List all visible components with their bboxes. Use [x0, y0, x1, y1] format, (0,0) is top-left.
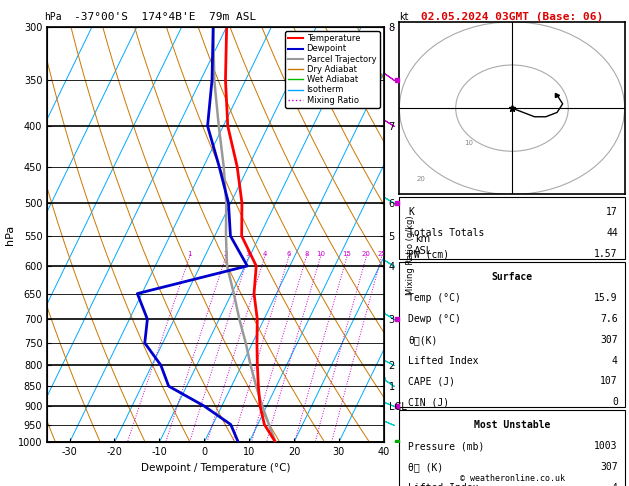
Text: 25: 25	[377, 251, 386, 257]
Text: 20: 20	[362, 251, 370, 257]
Text: Dewp (°C): Dewp (°C)	[408, 314, 461, 324]
Text: 20: 20	[416, 176, 425, 182]
Text: hPa: hPa	[44, 12, 62, 22]
Text: CIN (J): CIN (J)	[408, 397, 450, 407]
Text: 3: 3	[246, 251, 250, 257]
Bar	[399, 410, 625, 486]
Text: 17: 17	[606, 208, 618, 217]
Bar	[399, 197, 625, 260]
Text: 0: 0	[612, 397, 618, 407]
Text: 2: 2	[223, 251, 228, 257]
Text: K: K	[408, 208, 415, 217]
Text: 4: 4	[262, 251, 267, 257]
Text: 4: 4	[612, 355, 618, 365]
Text: Mixing Ratio (g/kg): Mixing Ratio (g/kg)	[406, 215, 415, 295]
Text: Surface: Surface	[491, 272, 533, 282]
Text: 107: 107	[600, 376, 618, 386]
Text: Totals Totals: Totals Totals	[408, 228, 485, 238]
Legend: Temperature, Dewpoint, Parcel Trajectory, Dry Adiabat, Wet Adiabat, Isotherm, Mi: Temperature, Dewpoint, Parcel Trajectory…	[285, 31, 379, 108]
Text: 44: 44	[606, 228, 618, 238]
Text: -37°00'S  174°4B'E  79m ASL: -37°00'S 174°4B'E 79m ASL	[74, 12, 256, 22]
Text: © weatheronline.co.uk: © weatheronline.co.uk	[460, 474, 564, 483]
Text: 7.6: 7.6	[600, 314, 618, 324]
Bar	[399, 261, 625, 407]
Text: PW (cm): PW (cm)	[408, 249, 450, 259]
Text: 15: 15	[342, 251, 351, 257]
Text: 10: 10	[316, 251, 325, 257]
Text: 307: 307	[600, 335, 618, 345]
Text: 8: 8	[304, 251, 309, 257]
Y-axis label: hPa: hPa	[5, 225, 15, 244]
Text: θᴁ(K): θᴁ(K)	[408, 335, 438, 345]
Text: 02.05.2024 03GMT (Base: 06): 02.05.2024 03GMT (Base: 06)	[421, 12, 603, 22]
Text: 1.57: 1.57	[594, 249, 618, 259]
Text: 15.9: 15.9	[594, 293, 618, 303]
Text: 1003: 1003	[594, 441, 618, 451]
Text: θᴁ (K): θᴁ (K)	[408, 462, 443, 472]
Y-axis label: km
ASL: km ASL	[414, 235, 432, 256]
Text: 10: 10	[464, 140, 473, 146]
Text: 6: 6	[286, 251, 291, 257]
Text: CAPE (J): CAPE (J)	[408, 376, 455, 386]
Text: 307: 307	[600, 462, 618, 472]
Text: Temp (°C): Temp (°C)	[408, 293, 461, 303]
Text: Most Unstable: Most Unstable	[474, 420, 550, 430]
Text: kt: kt	[399, 12, 409, 22]
Text: Lifted Index: Lifted Index	[408, 355, 479, 365]
X-axis label: Dewpoint / Temperature (°C): Dewpoint / Temperature (°C)	[141, 463, 290, 473]
Text: 1: 1	[187, 251, 192, 257]
Text: Pressure (mb): Pressure (mb)	[408, 441, 485, 451]
Text: Lifted Index: Lifted Index	[408, 483, 479, 486]
Text: 4: 4	[612, 483, 618, 486]
